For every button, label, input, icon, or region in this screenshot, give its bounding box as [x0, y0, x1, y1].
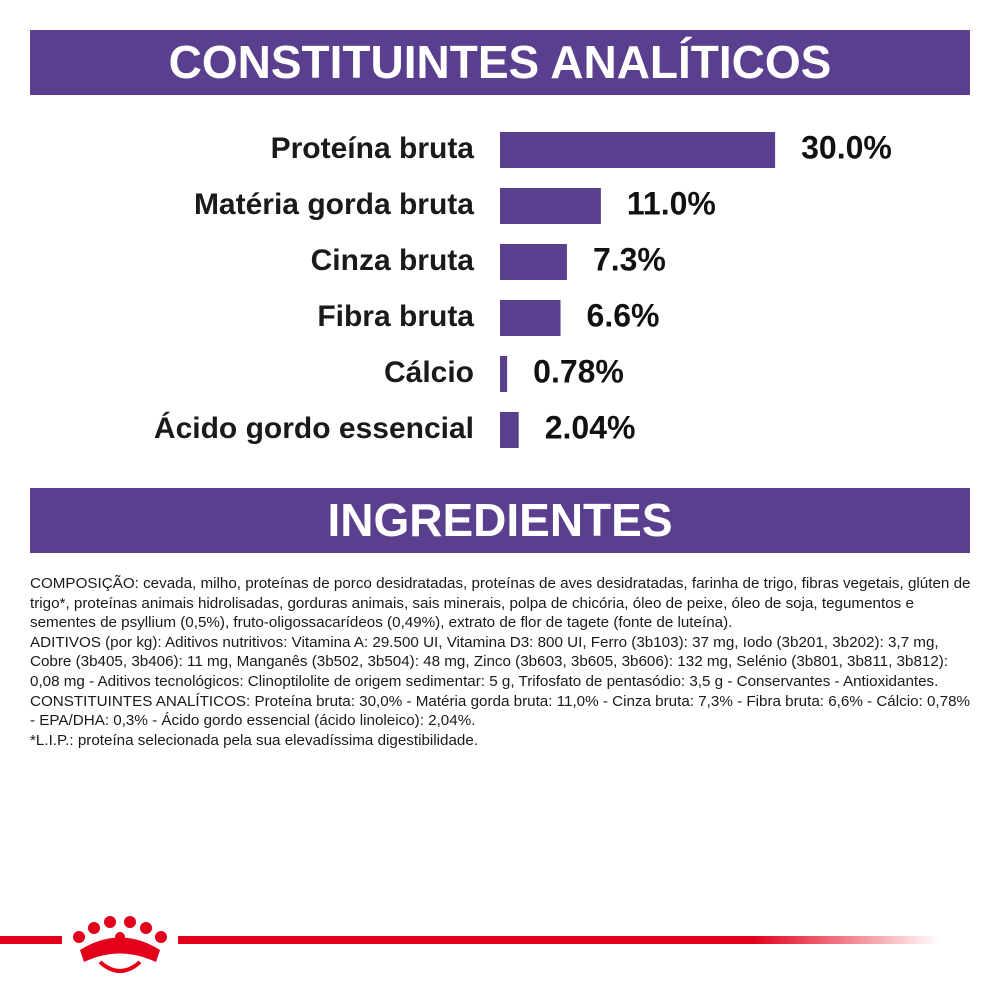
section-title: INGREDIENTES	[30, 488, 970, 553]
category-label: Ácido gordo essencial	[154, 411, 474, 445]
value-label: 7.3%	[593, 241, 666, 277]
logo	[62, 910, 178, 980]
value-label: 6.6%	[587, 297, 660, 333]
brand-stripe	[0, 936, 940, 944]
value-label: 2.04%	[545, 409, 636, 445]
value-label: 0.78%	[533, 353, 624, 389]
paragraph: COMPOSIÇÃO: cevada, milho, proteínas de …	[30, 575, 971, 632]
category-label: Matéria gorda bruta	[194, 188, 474, 221]
category-label: Cálcio	[384, 356, 474, 389]
paragraph: CONSTITUINTES ANALÍTICOS: Proteína bruta…	[30, 692, 971, 730]
category-label: Fibra bruta	[317, 300, 474, 333]
paragraph: ADITIVOS (por kg): Aditivos nutritivos: …	[30, 633, 949, 690]
paragraph: *L.I.P.: proteína selecionada pela sua e…	[30, 731, 479, 749]
category-label: Proteína bruta	[271, 132, 475, 165]
ingredients-text: COMPOSIÇÃO: cevada, milho, proteínas de …	[30, 574, 975, 750]
value-label: 11.0%	[627, 185, 716, 221]
value-label: 30.0%	[801, 129, 892, 165]
bar	[500, 412, 519, 448]
bar	[500, 244, 567, 280]
section-title: CONSTITUINTES ANALÍTICOS	[30, 30, 970, 95]
bar	[500, 356, 508, 392]
category-label: Cinza bruta	[311, 244, 475, 277]
bar	[500, 300, 561, 336]
bar	[500, 188, 601, 224]
bar	[500, 132, 776, 168]
